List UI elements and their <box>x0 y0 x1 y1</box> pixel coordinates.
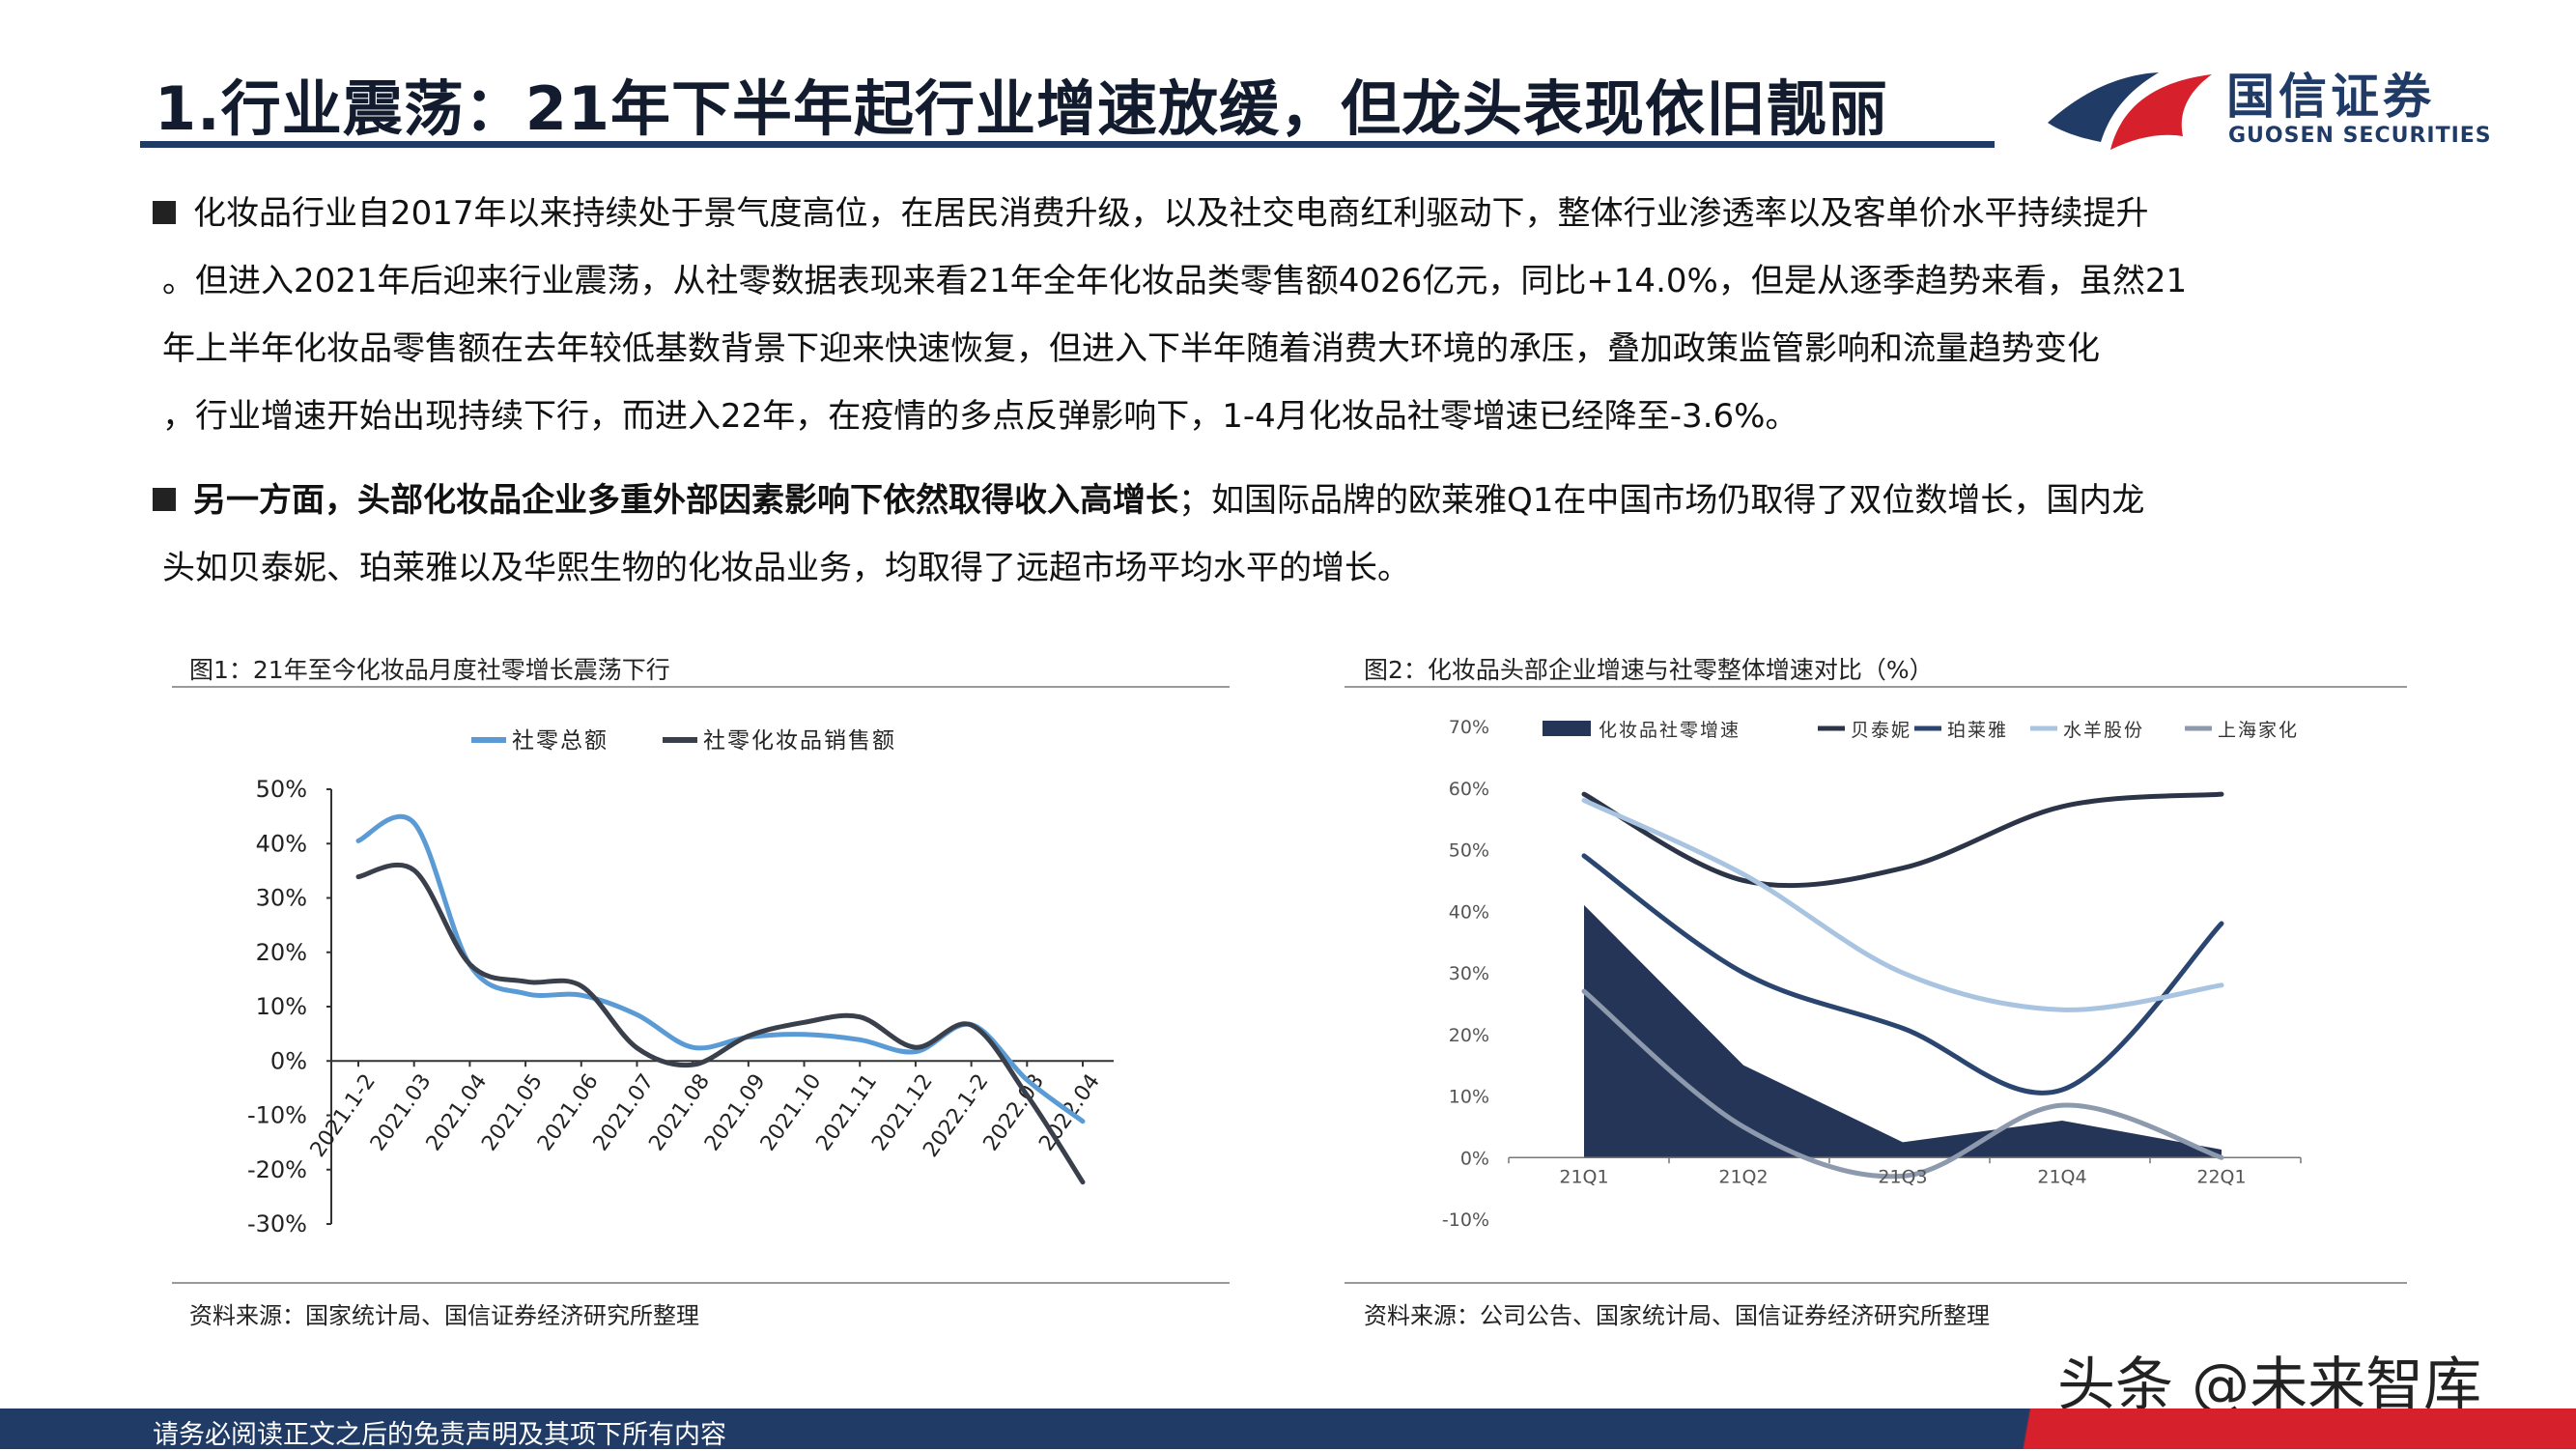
legend-label-1: 社零化妆品销售额 <box>703 728 896 754</box>
y-tick-label: 40% <box>1449 901 1489 923</box>
y-tick-label: -30% <box>247 1210 307 1238</box>
title-underline <box>140 141 1995 148</box>
footer-disclaimer: 请务必阅读正文之后的免责声明及其项下所有内容 <box>153 1420 726 1450</box>
paragraph-line: ，行业增速开始出现持续下行，而进入22年，在疫情的多点反弹影响下，1-4月化妆品… <box>162 397 1798 436</box>
paragraph-line: 年上半年化妆品零售额在去年较低基数背景下迎来快速恢复，但进入下半年随着消费大环境… <box>162 329 2100 368</box>
y-tick-label: 70% <box>1449 717 1489 738</box>
figure2-title: 图2：化妆品头部企业增速与社零整体增速对比（%） <box>1364 656 1934 684</box>
paragraph-line: 化妆品行业自2017年以来持续处于景气度高位，在居民消费升级，以及社交电商红利驱… <box>193 194 2149 233</box>
y-tick-label: 50% <box>256 776 307 803</box>
series-line-1 <box>355 862 1086 1185</box>
legend-label-0: 化妆品社零增速 <box>1599 720 1741 741</box>
x-tick-label: 22Q1 <box>2196 1166 2246 1187</box>
y-tick-label: -10% <box>247 1102 307 1129</box>
legend-label-2: 珀莱雅 <box>1947 720 2008 741</box>
y-tick-label: 20% <box>256 939 307 966</box>
area-series <box>1584 904 2222 1158</box>
y-tick-label: 60% <box>1449 779 1489 800</box>
y-tick-label: 10% <box>1449 1087 1489 1108</box>
y-tick-label: 0% <box>270 1047 307 1074</box>
logo-cn-text: 国信证券 <box>2226 69 2435 125</box>
paragraph-2: 另一方面，头部化妆品企业多重外部因素影响下依然取得收入高增长；如国际品牌的欧莱雅… <box>153 467 2413 602</box>
x-tick-label: 21Q4 <box>2037 1166 2086 1187</box>
page-title: 1.行业震荡：21年下半年起行业增速放缓，但龙头表现依旧靓丽 <box>155 73 1888 144</box>
x-tick-label: 21Q2 <box>1718 1166 1768 1187</box>
x-tick-label: 21Q1 <box>1559 1166 1608 1187</box>
figure1-title: 图1：21年至今化妆品月度社零增长震荡下行 <box>189 656 670 684</box>
figure2-top-rule <box>1345 686 2407 688</box>
x-tick-label: 21Q3 <box>1878 1166 1927 1187</box>
y-tick-label: -10% <box>1442 1209 1489 1231</box>
figure1-chart: 50%40%30%20%10%0%-10%-20%-30%2021.1-2202… <box>247 728 1114 1238</box>
y-tick-label: 10% <box>256 993 307 1020</box>
y-tick-label: -20% <box>247 1156 307 1183</box>
series-line-1 <box>1581 853 2224 1095</box>
series-line-0 <box>1581 791 2224 889</box>
legend-label-1: 贝泰妮 <box>1851 720 1911 741</box>
logo-en-text: GUOSEN SECURITIES <box>2228 124 2492 148</box>
paragraph-line: 另一方面，头部化妆品企业多重外部因素影响下依然取得收入高增长；如国际品牌的欧莱雅… <box>162 467 2413 534</box>
y-tick-label: 0% <box>1460 1148 1489 1169</box>
footer-accent <box>1970 1408 2576 1449</box>
watermark-text: 头条 @未来智库 <box>2057 1351 2482 1419</box>
legend-label-0: 社零总额 <box>512 728 609 754</box>
legend-label-3: 水羊股份 <box>2063 720 2144 741</box>
figure1-bottom-rule <box>172 1282 1230 1284</box>
bullet-square-icon <box>153 201 176 224</box>
figure2-chart: 70% 60% 50% 40% 30% 20% 10% 0% -10% 21Q1 21Q2 21Q3 2… <box>1442 717 2302 1231</box>
figure1-source: 资料来源：国家统计局、国信证券经济研究所整理 <box>189 1302 699 1329</box>
figure2-bottom-rule <box>1345 1282 2407 1284</box>
y-tick-label: 30% <box>256 885 307 912</box>
figure2-source: 资料来源：公司公告、国家统计局、国信证券经济研究所整理 <box>1364 1302 1990 1329</box>
legend-swatch-0 <box>1543 721 1591 736</box>
y-tick-label: 20% <box>1449 1025 1489 1046</box>
bullet-square-icon <box>153 488 176 511</box>
guosen-logo-icon <box>2048 72 2212 150</box>
y-tick-label: 30% <box>1449 963 1489 984</box>
series-line-3 <box>1581 988 2224 1180</box>
paragraph-line-rest: ；如国际品牌的欧莱雅Q1在中国市场仍取得了双位数增长，国内龙 <box>1178 481 2145 520</box>
paragraph-1: 化妆品行业自2017年以来持续处于景气度高位，在居民消费升级，以及社交电商红利驱… <box>153 180 2413 450</box>
y-tick-label: 40% <box>256 830 307 857</box>
y-tick-label: 50% <box>1449 840 1489 862</box>
figure1-top-rule <box>172 686 1230 688</box>
paragraph-line: 头如贝泰妮、珀莱雅以及华熙生物的化妆品业务，均取得了远超市场平均水平的增长。 <box>162 549 1410 587</box>
paragraph-line: 。但进入2021年后迎来行业震荡，从社零数据表现来看21年全年化妆品类零售额40… <box>162 262 2188 300</box>
x-tick-label: 2021.1-2 <box>306 1069 381 1161</box>
series-line-2 <box>1581 798 2224 1012</box>
paragraph-bold-lead: 另一方面，头部化妆品企业多重外部因素影响下依然取得收入高增长 <box>193 481 1178 520</box>
legend-label-4: 上海家化 <box>2218 720 2299 741</box>
